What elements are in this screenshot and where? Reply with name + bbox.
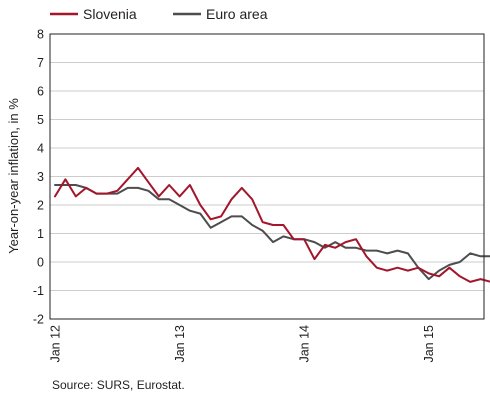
y-tick-label: 6 (37, 85, 44, 99)
legend-label-euro-area: Euro area (206, 6, 268, 22)
y-axis-title: Year-on-year inflation, in % (6, 98, 21, 254)
y-tick-label: -1 (33, 284, 44, 298)
x-tick-label: Jan 12 (49, 325, 63, 363)
y-tick-label: 8 (37, 28, 44, 42)
y-tick-label: -2 (33, 313, 44, 327)
plot-frame (49, 33, 485, 320)
y-tick-label: 2 (37, 199, 44, 213)
y-tick-label: 3 (37, 170, 44, 184)
x-tick-label: Jan 13 (173, 325, 187, 363)
y-tick-label: 4 (37, 142, 44, 156)
gridlines (50, 62, 484, 291)
x-tick-label: Jan 15 (422, 325, 436, 363)
y-tick-label: 7 (37, 56, 44, 70)
x-tick-label: Jan 14 (298, 325, 312, 363)
source-note: Source: SURS, Eurostat. (52, 378, 185, 392)
series-line-slovenia (54, 166, 490, 283)
y-tick-labels: -2 -1 0 1 2 3 4 5 6 7 8 (33, 28, 44, 327)
series-line-euro-area (54, 184, 490, 281)
series-lines (54, 166, 490, 283)
legend: Slovenia Euro area (50, 6, 268, 22)
legend-label-slovenia: Slovenia (83, 6, 137, 22)
y-tick-label: 5 (37, 113, 44, 127)
y-tick-label: 1 (37, 227, 44, 241)
y-tick-label: 0 (37, 256, 44, 270)
